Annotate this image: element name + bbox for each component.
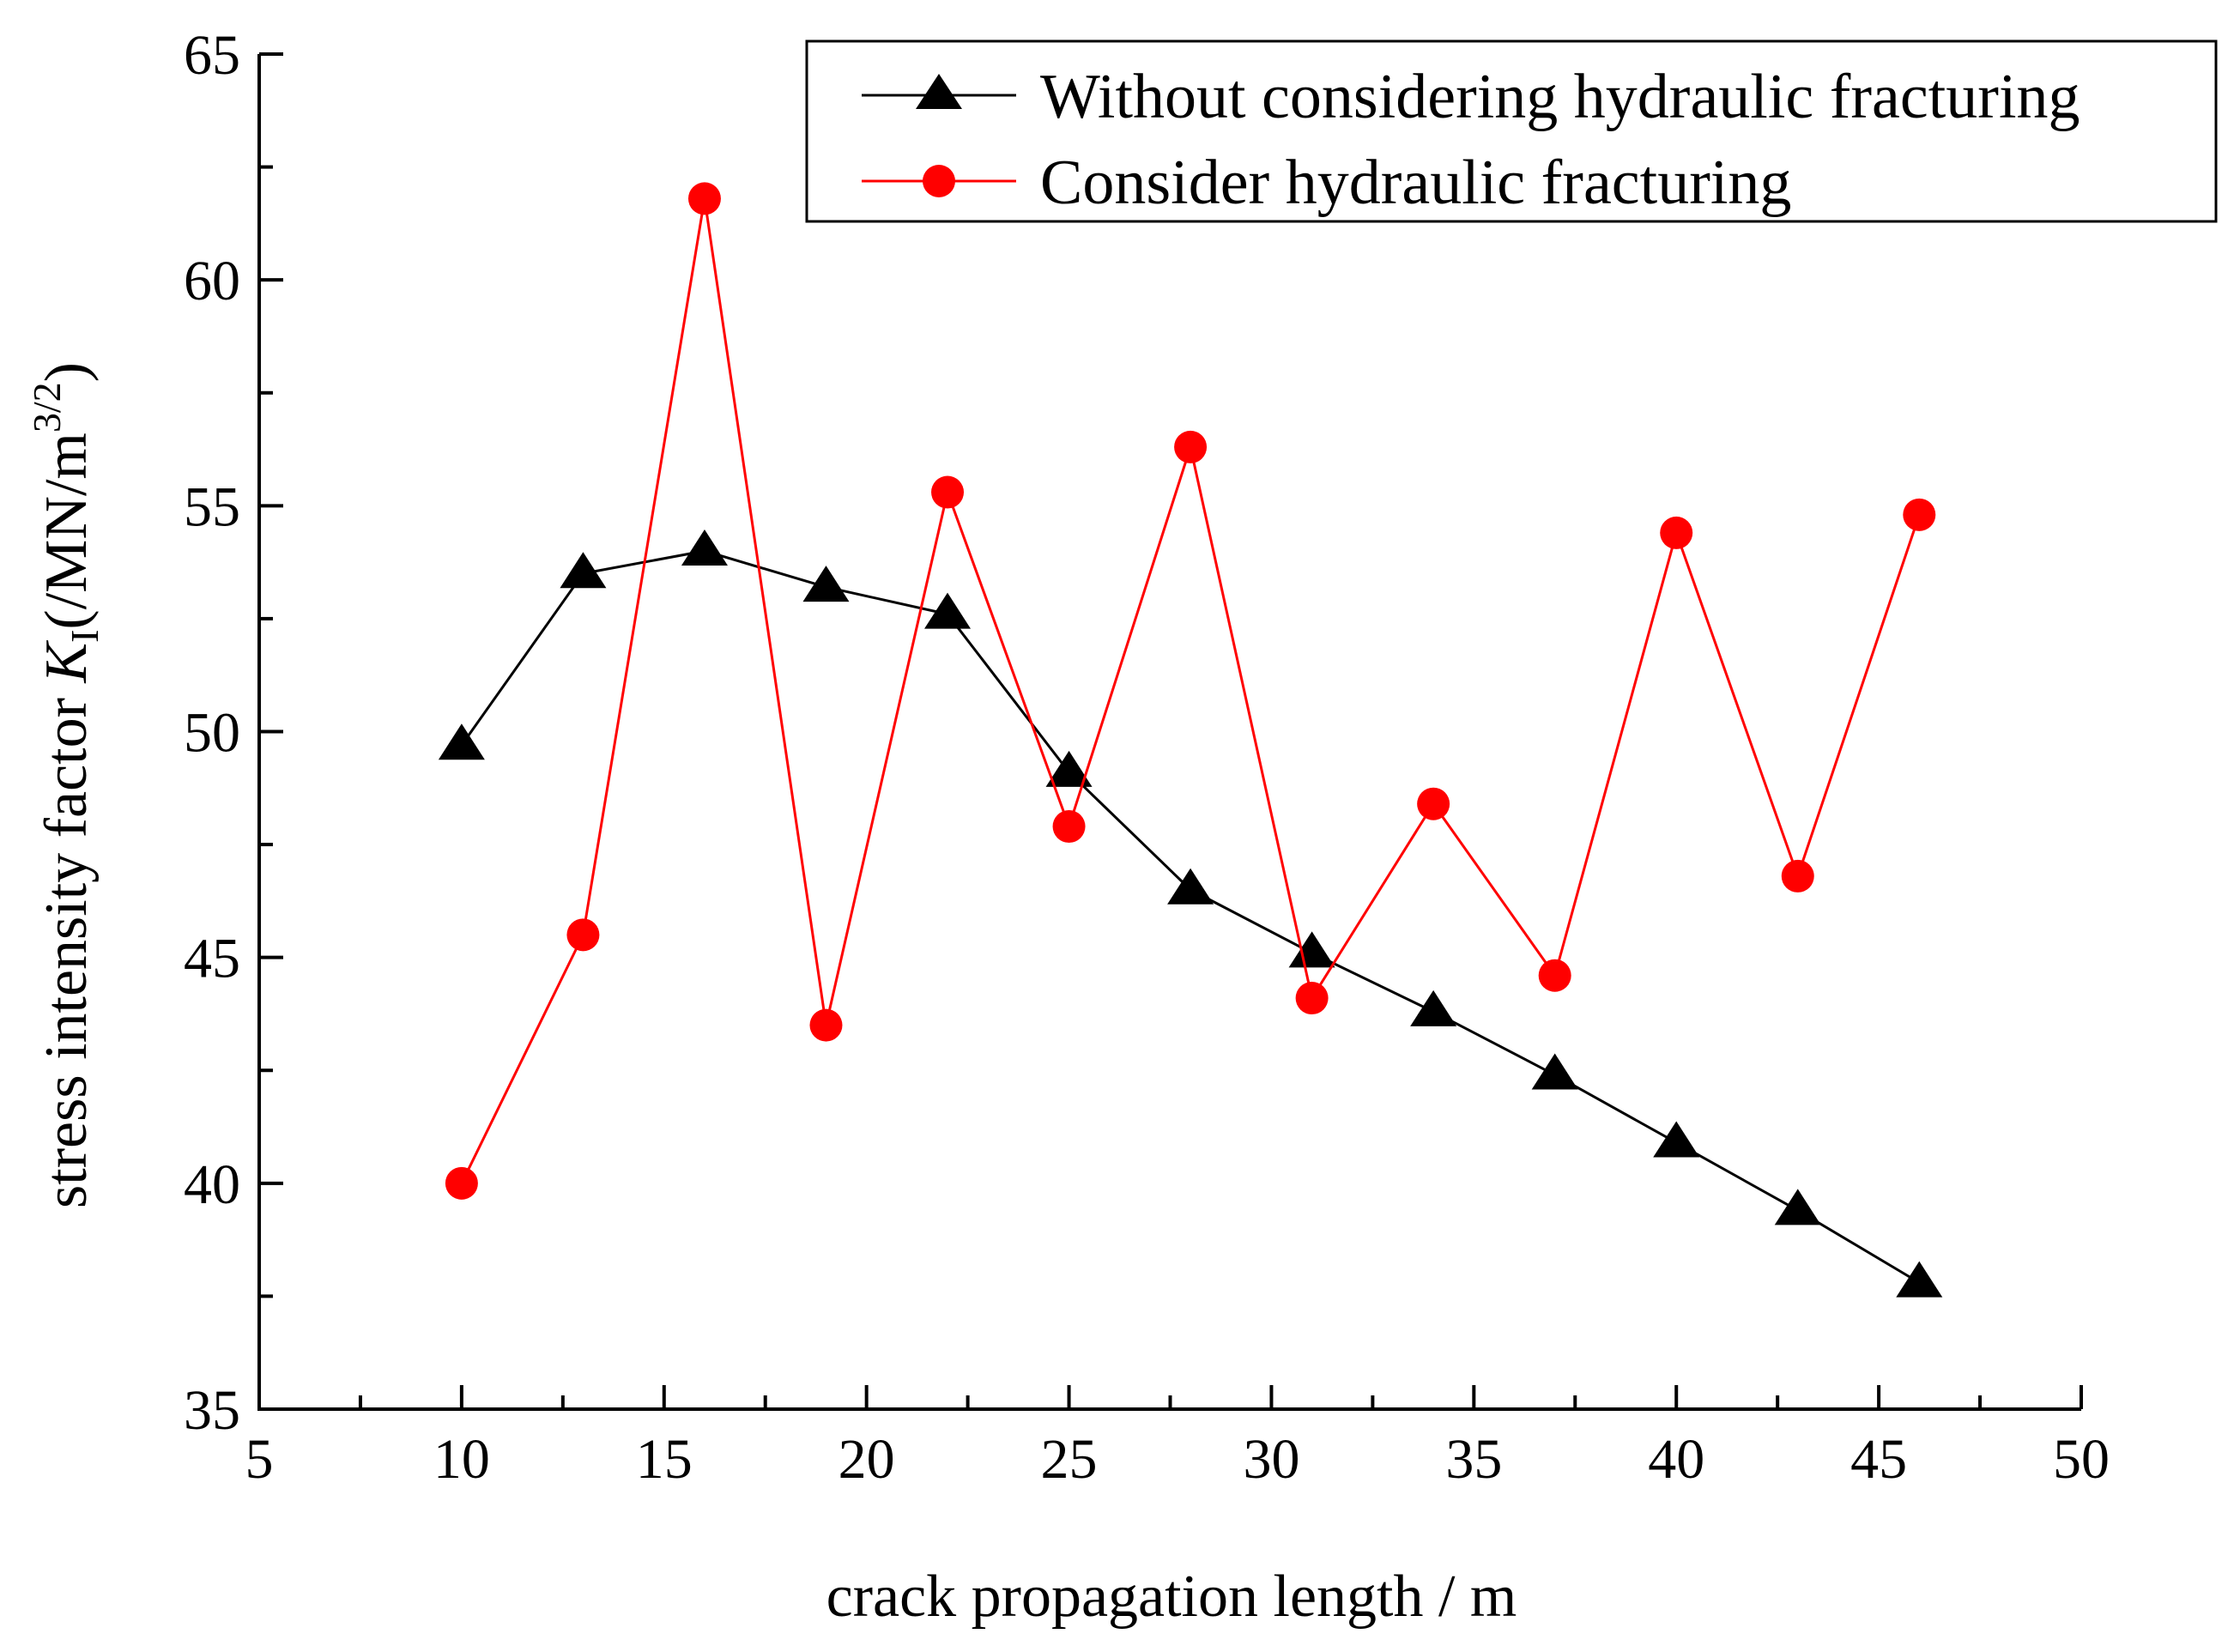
y-axis: 35 40 45 50 55 60 65 [184,24,283,1442]
x-tick-label: 50 [2053,1428,2110,1491]
data-point-series-1 [560,552,607,589]
y-tick-label: 40 [184,1153,240,1216]
y-tick-label: 35 [184,1379,240,1442]
y-axis-title-prefix: stress intensity factor [33,683,100,1208]
data-point-series-2 [1295,982,1329,1015]
data-point-series-1 [1531,1053,1578,1090]
x-tick-label: 15 [636,1428,693,1491]
data-point-series-1 [1410,989,1457,1026]
data-point-series-2 [931,475,965,509]
data-point-series-2 [445,1166,478,1200]
data-point-series-1 [924,592,972,629]
y-tick-label: 55 [184,475,240,538]
x-tick-label: 35 [1445,1428,1502,1491]
legend-marker-series-2 [923,165,955,197]
y-axis-title-superscript: 3/2 [25,382,69,433]
legend-box [805,39,2218,223]
legend-label-series-1: Without considering hydraulic fracturing [1040,62,2080,132]
y-axis-title-unit-close: ) [33,362,100,382]
plot-area [438,182,1943,1298]
data-point-series-1 [1288,931,1335,968]
x-tick-label: 20 [838,1428,895,1491]
x-tick-label: 30 [1243,1428,1299,1491]
y-tick-label: 50 [184,702,240,765]
series-line-2 [460,198,1921,1184]
data-point-series-1 [1896,1261,1943,1298]
x-axis: 5 10 15 20 25 30 35 40 45 50 [245,1385,2110,1491]
y-axis-title: stress intensity factor KI(/MN/m3/2) [25,362,106,1208]
data-point-series-1 [438,723,485,760]
y-axis-title-symbol: K [33,640,100,684]
legend-marker-series-1 [916,74,962,109]
data-point-series-2 [1660,516,1693,549]
x-tick-label: 25 [1041,1428,1098,1491]
x-tick-label: 5 [245,1428,274,1491]
x-tick-label: 10 [433,1428,490,1491]
data-point-series-2 [1781,859,1814,893]
data-point-series-1 [681,529,728,566]
x-tick-label: 45 [1850,1428,1907,1491]
y-axis-title-subscript: I [63,630,106,643]
series-line-1 [460,549,1921,1284]
y-axis-title-unit-open: (/MN/m [33,433,100,629]
data-point-series-2 [566,918,600,952]
legend-label-series-2: Consider hydraulic fracturing [1040,148,1791,218]
data-point-series-2 [1052,810,1086,844]
data-point-series-2 [1174,430,1208,463]
y-tick-label: 45 [184,928,240,990]
data-point-series-2 [687,182,721,215]
data-point-series-2 [1417,787,1450,820]
data-point-series-1 [1045,750,1093,787]
y-tick-label: 60 [184,250,240,312]
x-tick-label: 40 [1648,1428,1704,1491]
data-point-series-1 [1774,1189,1821,1225]
data-point-series-1 [1167,868,1214,905]
data-point-series-2 [1538,959,1571,992]
y-tick-label: 65 [184,24,240,87]
x-axis-title: crack propagation length / m [826,1564,1517,1630]
legend: Without considering hydraulic fracturing… [805,39,2218,223]
data-point-series-1 [1653,1121,1700,1158]
data-point-series-2 [1903,498,1936,531]
data-point-series-1 [802,566,850,602]
data-point-series-2 [809,1008,843,1042]
